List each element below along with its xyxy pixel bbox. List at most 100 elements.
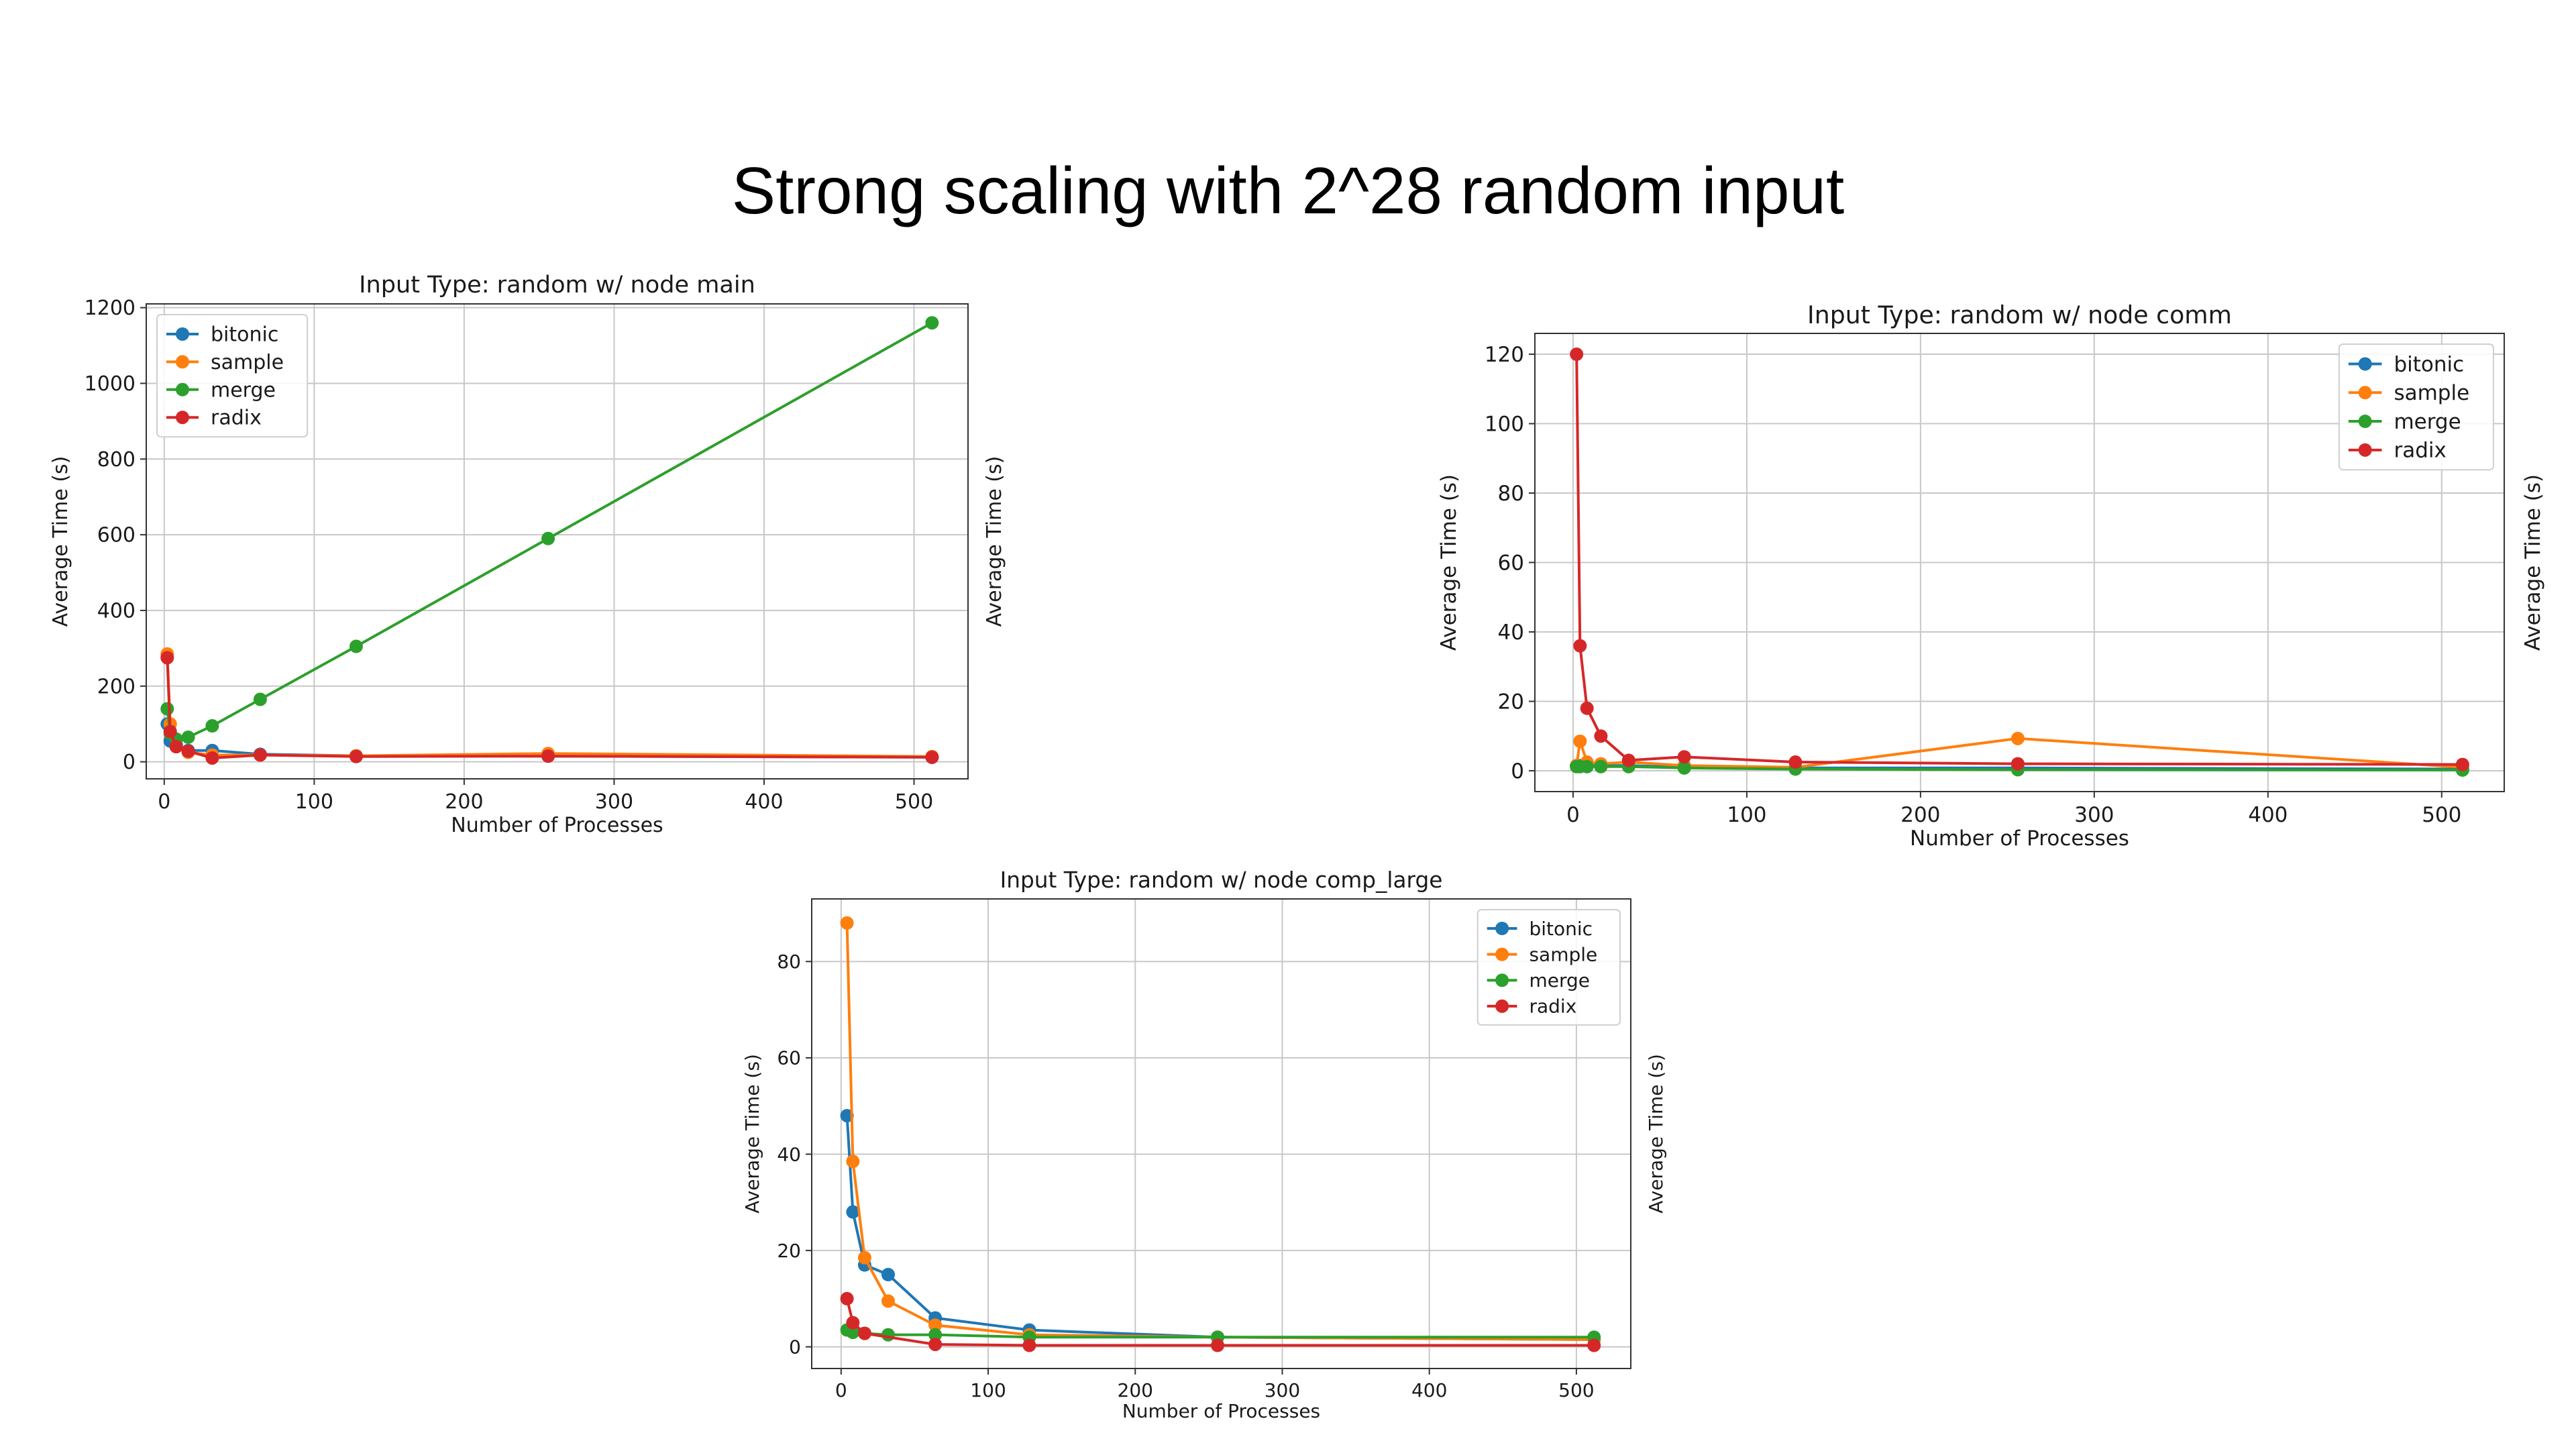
data-point-bitonic bbox=[881, 1268, 895, 1281]
data-point-radix bbox=[1580, 701, 1594, 715]
y-tick-label: 20 bbox=[1498, 690, 1524, 714]
x-tick-label: 100 bbox=[970, 1379, 1006, 1401]
data-point-sample bbox=[2010, 731, 2025, 745]
legend-marker-bitonic bbox=[2358, 357, 2372, 371]
legend-marker-bitonic bbox=[1495, 922, 1509, 935]
plot-frame bbox=[811, 898, 1631, 1369]
legend-label-bitonic: bitonic bbox=[2394, 352, 2464, 376]
chart-title: Input Type: random w/ node main bbox=[359, 271, 755, 299]
data-point-radix bbox=[253, 748, 267, 762]
data-point-merge bbox=[253, 692, 267, 706]
data-point-radix bbox=[1570, 347, 1584, 362]
legend-label-merge: merge bbox=[211, 378, 276, 402]
data-point-radix bbox=[1621, 753, 1635, 767]
y-tick-label: 80 bbox=[1498, 482, 1524, 506]
data-point-merge bbox=[1677, 761, 1691, 775]
data-point-radix bbox=[181, 744, 195, 758]
data-point-merge bbox=[205, 719, 219, 733]
legend-box bbox=[2338, 343, 2495, 471]
chart-title: Input Type: random w/ node comp_large bbox=[1000, 867, 1443, 893]
x-tick-label: 100 bbox=[295, 790, 333, 814]
slide-title: Strong scaling with 2^28 random input bbox=[731, 154, 1845, 227]
data-point-radix bbox=[925, 750, 939, 764]
legend-box bbox=[1477, 909, 1621, 1026]
data-point-radix bbox=[857, 1326, 871, 1340]
legend: bitonic sample merge radix bbox=[1477, 909, 1621, 1026]
data-point-sample bbox=[857, 1250, 871, 1265]
legend-label-sample: sample bbox=[1529, 943, 1597, 965]
x-tick-label: 200 bbox=[1900, 803, 1940, 827]
data-point-radix bbox=[2455, 757, 2469, 771]
data-point-sample bbox=[1573, 734, 1587, 748]
legend-marker-sample bbox=[1495, 947, 1509, 961]
legend-label-merge: merge bbox=[2394, 410, 2461, 434]
legend-marker-radix bbox=[176, 411, 189, 425]
y-tick-label: 800 bbox=[97, 448, 136, 472]
plot-frame bbox=[146, 303, 969, 780]
data-point-radix bbox=[169, 740, 183, 754]
right-axis-label: Average Time (s) bbox=[983, 456, 1006, 627]
legend-label-radix: radix bbox=[1529, 996, 1576, 1018]
x-tick-label: 500 bbox=[895, 790, 933, 814]
x-tick-label: 200 bbox=[1118, 1379, 1153, 1401]
y-tick-label: 1200 bbox=[85, 297, 136, 320]
data-point-merge bbox=[881, 1328, 895, 1342]
y-tick-label: 0 bbox=[789, 1336, 801, 1358]
y-tick-label: 200 bbox=[97, 675, 136, 698]
data-point-merge bbox=[541, 531, 555, 545]
y-tick-label: 60 bbox=[1498, 551, 1524, 575]
data-point-merge bbox=[181, 730, 195, 744]
y-tick-label: 40 bbox=[777, 1143, 801, 1165]
legend: bitonic sample merge radix bbox=[156, 314, 309, 438]
x-tick-label: 500 bbox=[1558, 1379, 1594, 1401]
legend-marker-merge bbox=[176, 382, 189, 396]
legend-marker-bitonic bbox=[176, 327, 189, 341]
y-tick-label: 40 bbox=[1498, 621, 1524, 645]
y-tick-label: 80 bbox=[777, 951, 801, 973]
data-point-radix bbox=[840, 1291, 854, 1305]
x-tick-label: 400 bbox=[2248, 803, 2288, 827]
x-tick-label: 500 bbox=[2422, 803, 2461, 827]
y-tick-label: 100 bbox=[1485, 412, 1524, 436]
data-point-radix bbox=[1594, 729, 1608, 743]
legend-label-merge: merge bbox=[1529, 969, 1590, 991]
x-axis-label: Number of Processes bbox=[1910, 826, 2129, 851]
data-point-merge bbox=[928, 1328, 943, 1342]
data-point-radix bbox=[349, 749, 363, 763]
legend-label-sample: sample bbox=[211, 351, 284, 374]
legend-marker-sample bbox=[2358, 386, 2372, 400]
right-axis-label: Average Time (s) bbox=[1645, 1054, 1667, 1214]
data-point-radix bbox=[1677, 750, 1691, 764]
x-tick-label: 400 bbox=[1411, 1379, 1447, 1401]
data-point-radix bbox=[846, 1316, 860, 1330]
legend-label-bitonic: bitonic bbox=[211, 323, 278, 347]
x-tick-label: 400 bbox=[745, 790, 783, 814]
data-point-sample bbox=[928, 1318, 943, 1332]
y-tick-label: 1000 bbox=[85, 372, 136, 396]
legend-marker-merge bbox=[1495, 973, 1509, 987]
y-tick-label: 120 bbox=[1485, 343, 1524, 367]
data-point-radix bbox=[541, 749, 555, 763]
data-point-sample bbox=[840, 916, 854, 930]
y-tick-label: 60 bbox=[777, 1047, 801, 1069]
data-point-sample bbox=[881, 1294, 895, 1308]
data-point-radix bbox=[1788, 755, 1803, 769]
x-tick-label: 300 bbox=[2074, 803, 2114, 827]
legend-marker-merge bbox=[2358, 415, 2372, 429]
legend-label-radix: radix bbox=[2394, 439, 2446, 463]
x-axis-label: Number of Processes bbox=[1122, 1400, 1320, 1422]
data-point-radix bbox=[163, 724, 177, 739]
y-tick-label: 20 bbox=[777, 1240, 801, 1262]
data-point-merge bbox=[1580, 759, 1594, 773]
data-point-merge bbox=[925, 316, 939, 330]
legend-marker-sample bbox=[176, 355, 189, 369]
data-point-merge bbox=[846, 1326, 860, 1340]
right-axis-label: Average Time (s) bbox=[2521, 474, 2545, 651]
y-axis-label: Average Time (s) bbox=[49, 456, 72, 627]
data-point-radix bbox=[160, 651, 174, 665]
y-tick-label: 600 bbox=[97, 524, 136, 547]
x-axis-label: Number of Processes bbox=[451, 814, 663, 837]
legend-marker-radix bbox=[2358, 443, 2372, 457]
